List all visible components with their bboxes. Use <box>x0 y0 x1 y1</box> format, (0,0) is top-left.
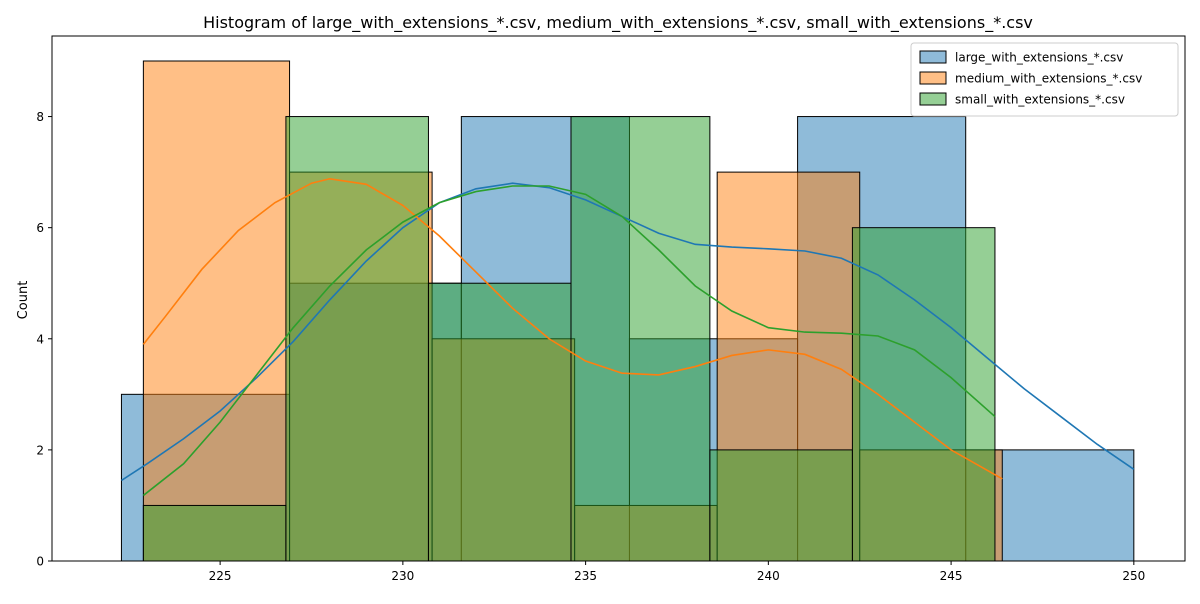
y-axis: 0 2 4 6 8 <box>36 110 52 569</box>
legend-label-small-with-extensions-csv: small_with_extensions_*.csv <box>955 93 1125 107</box>
legend-swatch-small-with-extensions-csv <box>919 92 947 106</box>
y-tick-label: 2 <box>36 443 44 457</box>
histogram-bar-small-with-extensions-csv-0 <box>142 504 287 562</box>
histogram-bar-small-with-extensions-csv-5 <box>851 227 996 562</box>
x-tick-label: 230 <box>391 569 414 583</box>
histogram-bar-small-with-extensions-csv-1 <box>285 116 429 562</box>
legend-label-large-with-extensions-csv: large_with_extensions_*.csv <box>955 51 1123 65</box>
histogram-bar-medium-with-extensions-csv-0 <box>142 60 291 562</box>
y-tick-label: 0 <box>36 555 44 569</box>
histogram-bar-small-with-extensions-csv-3 <box>570 116 711 562</box>
bars-layer <box>120 60 1135 562</box>
chart-title: Histogram of large_with_extensions_*.csv… <box>203 13 1033 33</box>
plot-frame <box>51 35 1186 562</box>
legend: large_with_extensions_*.csv medium_with_e… <box>910 42 1179 117</box>
y-tick-label: 6 <box>36 221 44 235</box>
histogram-bar-small-with-extensions-csv-2 <box>427 282 572 562</box>
legend-label-medium-with-extensions-csv: medium_with_extensions_*.csv <box>955 72 1142 86</box>
y-tick-label: 4 <box>36 332 44 346</box>
kde-layer <box>121 177 1135 497</box>
legend-swatch-large-with-extensions-csv <box>919 50 947 64</box>
y-axis-label: Count <box>16 281 31 320</box>
legend-box <box>910 42 1179 117</box>
histogram-bar-small-with-extensions-csv-4 <box>709 449 853 562</box>
x-tick-label: 250 <box>1122 569 1145 583</box>
kde-line-medium-with-extensions-csv <box>142 177 1003 480</box>
y-tick-label: 8 <box>36 110 44 124</box>
x-tick-label: 245 <box>940 569 963 583</box>
kde-line-small-with-extensions-csv <box>142 185 996 497</box>
x-tick-label: 240 <box>757 569 780 583</box>
x-tick-label: 225 <box>209 569 232 583</box>
x-axis: 225 230 235 240 245 250 <box>209 561 1145 583</box>
x-tick-label: 235 <box>574 569 597 583</box>
legend-swatch-medium-with-extensions-csv <box>919 71 947 85</box>
